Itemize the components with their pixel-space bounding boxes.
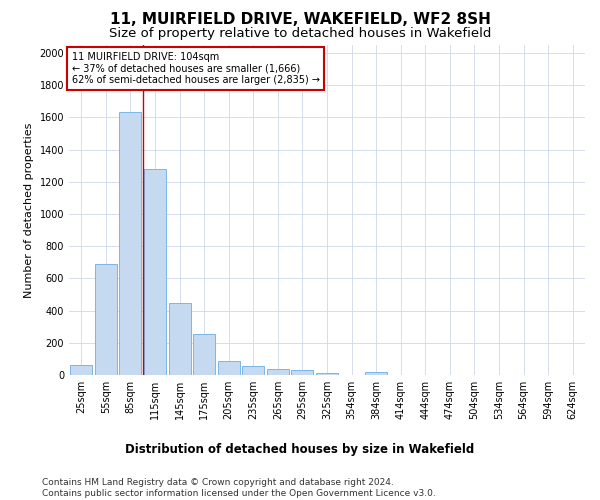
Bar [119, 112, 142, 375]
Bar [316, 372, 338, 375]
Bar [242, 366, 265, 375]
Bar [218, 360, 240, 375]
Bar [292, 370, 313, 375]
Bar [95, 264, 117, 375]
Text: 11 MUIRFIELD DRIVE: 104sqm
← 37% of detached houses are smaller (1,666)
62% of s: 11 MUIRFIELD DRIVE: 104sqm ← 37% of deta… [71, 52, 320, 85]
Bar [365, 372, 387, 375]
Bar [70, 364, 92, 375]
Bar [144, 169, 166, 375]
Text: 11, MUIRFIELD DRIVE, WAKEFIELD, WF2 8SH: 11, MUIRFIELD DRIVE, WAKEFIELD, WF2 8SH [110, 12, 490, 28]
Text: Contains HM Land Registry data © Crown copyright and database right 2024.
Contai: Contains HM Land Registry data © Crown c… [42, 478, 436, 498]
Bar [193, 334, 215, 375]
Y-axis label: Number of detached properties: Number of detached properties [24, 122, 34, 298]
Bar [169, 304, 191, 375]
Text: Size of property relative to detached houses in Wakefield: Size of property relative to detached ho… [109, 28, 491, 40]
Bar [267, 370, 289, 375]
Text: Distribution of detached houses by size in Wakefield: Distribution of detached houses by size … [125, 442, 475, 456]
